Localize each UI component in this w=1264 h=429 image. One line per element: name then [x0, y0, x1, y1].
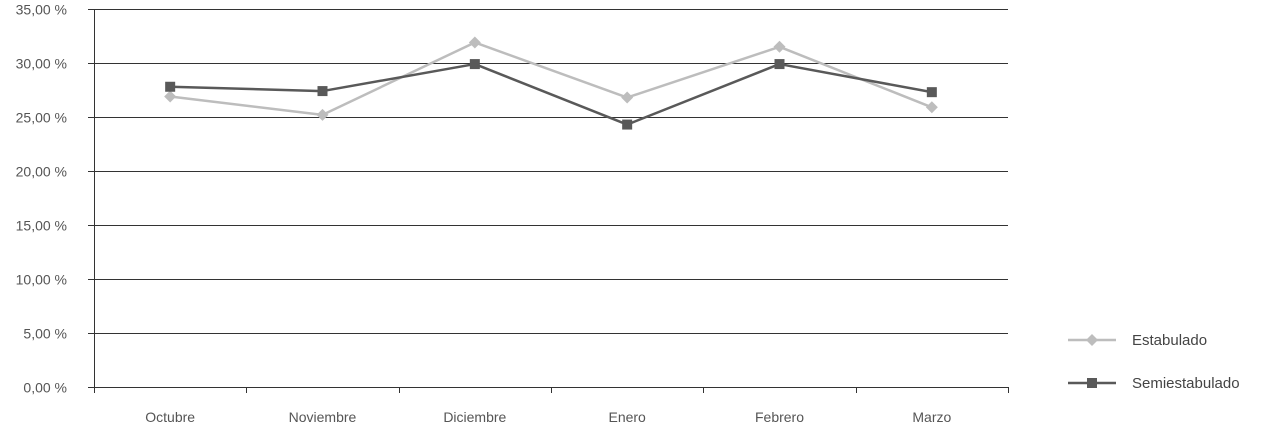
- data-point-diamond: [316, 108, 329, 121]
- data-point-diamond: [773, 40, 786, 53]
- data-point-square: [469, 59, 480, 70]
- data-point-square: [165, 81, 176, 92]
- legend-label: Estabulado: [1132, 332, 1207, 349]
- data-point-square: [317, 86, 328, 97]
- data-point-square: [622, 119, 633, 130]
- x-tick-label: Diciembre: [443, 409, 506, 425]
- x-tick-label: Febrero: [755, 409, 804, 425]
- data-point-diamond: [164, 90, 177, 103]
- legend-item: Semiestabulado: [1068, 375, 1240, 392]
- square-icon: [1087, 378, 1097, 388]
- legend-item: Estabulado: [1068, 332, 1207, 349]
- series-lines: [164, 36, 938, 130]
- legend-label: Semiestabulado: [1132, 375, 1240, 392]
- y-tick-label: 20,00 %: [16, 164, 67, 180]
- gridlines: [88, 9, 1008, 388]
- data-point-diamond: [468, 36, 481, 49]
- data-point-diamond: [925, 101, 938, 114]
- data-point-square: [926, 87, 937, 98]
- y-tick-label: 35,00 %: [16, 2, 67, 18]
- x-tick-label: Marzo: [912, 409, 951, 425]
- y-tick-label: 30,00 %: [16, 56, 67, 72]
- series-semiestabulado: [165, 59, 937, 130]
- diamond-icon: [1086, 334, 1098, 346]
- y-tick-label: 10,00 %: [16, 272, 67, 288]
- legend: Estabulado Semiestabulado: [1068, 332, 1240, 392]
- series-line: [170, 62, 933, 126]
- y-tick-label: 15,00 %: [16, 218, 67, 234]
- y-tick-label: 0,00 %: [23, 380, 67, 396]
- y-tick-label: 5,00 %: [23, 326, 67, 342]
- series-line: [170, 41, 933, 117]
- series-estabulado: [164, 36, 938, 121]
- data-point-diamond: [621, 91, 634, 104]
- y-tick-label: 25,00 %: [16, 110, 67, 126]
- data-point-square: [774, 59, 785, 70]
- x-tick-label: Enero: [608, 409, 646, 425]
- axes: 0,00 % 5,00 % 10,00 % 15,00 % 20,00 % 25,00 %…: [16, 2, 1009, 425]
- x-tick-label: Noviembre: [289, 409, 357, 425]
- x-tick-label: Octubre: [145, 409, 195, 425]
